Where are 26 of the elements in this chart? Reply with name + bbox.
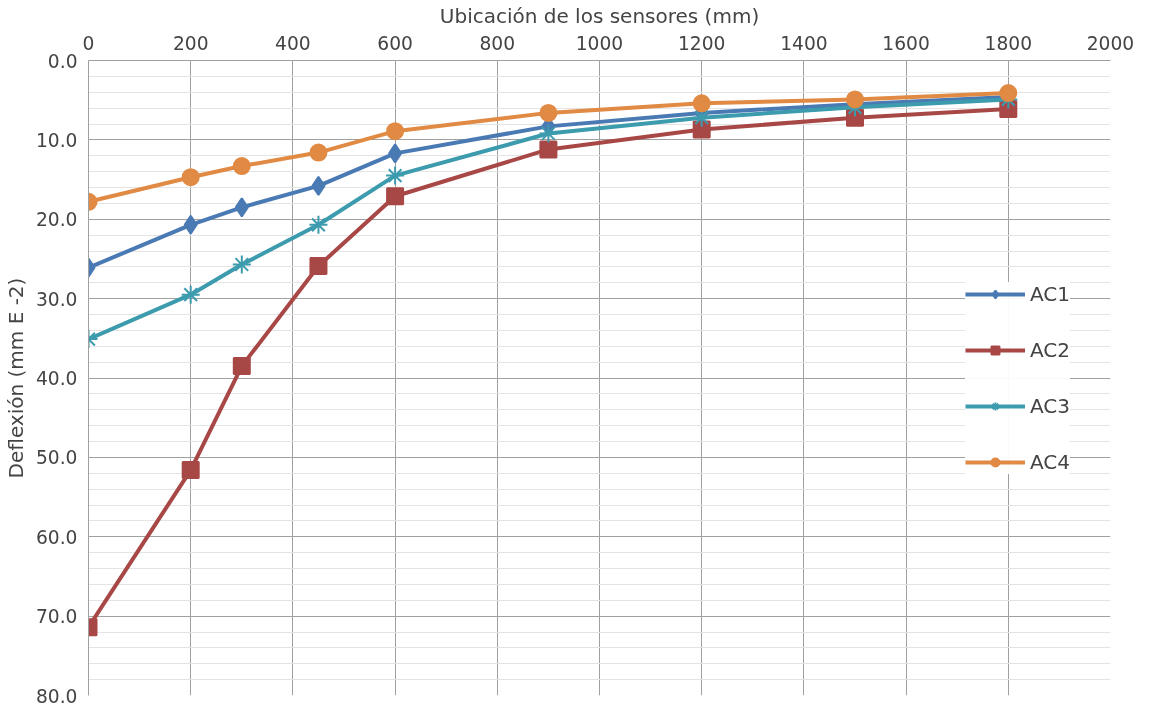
y-tick-label: 70.0 bbox=[35, 606, 78, 628]
x-tick-label: 200 bbox=[172, 32, 209, 54]
x-tick-label: 2000 bbox=[1086, 32, 1135, 54]
y-tick-label: 10.0 bbox=[35, 129, 78, 151]
legend-label: AC4 bbox=[1029, 449, 1070, 474]
y-tick-label: 40.0 bbox=[35, 368, 78, 389]
legend-label: AC3 bbox=[1029, 393, 1070, 418]
x-tick-label: 400 bbox=[275, 32, 311, 54]
x-tick-label: 1600 bbox=[882, 32, 930, 54]
y-tick-label: 0.0 bbox=[47, 50, 78, 72]
y-tick-label: 30.0 bbox=[35, 288, 78, 310]
y-tick-label: 20.0 bbox=[35, 209, 78, 231]
x-tick-label: 1400 bbox=[780, 32, 828, 54]
x-axis-title: Ubicación de los sensores (mm) bbox=[439, 3, 760, 28]
x-tick-label: 1000 bbox=[575, 32, 624, 54]
y-tick-label: 60.0 bbox=[35, 526, 78, 548]
y-tick-label: 80.0 bbox=[35, 685, 78, 707]
x-tick-label: 800 bbox=[479, 32, 516, 54]
x-tick-label: 1800 bbox=[984, 32, 1033, 54]
x-tick-label: 0 bbox=[82, 32, 95, 54]
y-tick-label: 50.0 bbox=[35, 447, 78, 469]
x-tick-label: 600 bbox=[377, 32, 413, 54]
legend-label: AC1 bbox=[1029, 281, 1070, 306]
y-axis-title: Deflexión (mm E -2) bbox=[3, 277, 28, 479]
legend-label: AC2 bbox=[1029, 337, 1070, 362]
x-tick-label: 1200 bbox=[677, 32, 726, 54]
